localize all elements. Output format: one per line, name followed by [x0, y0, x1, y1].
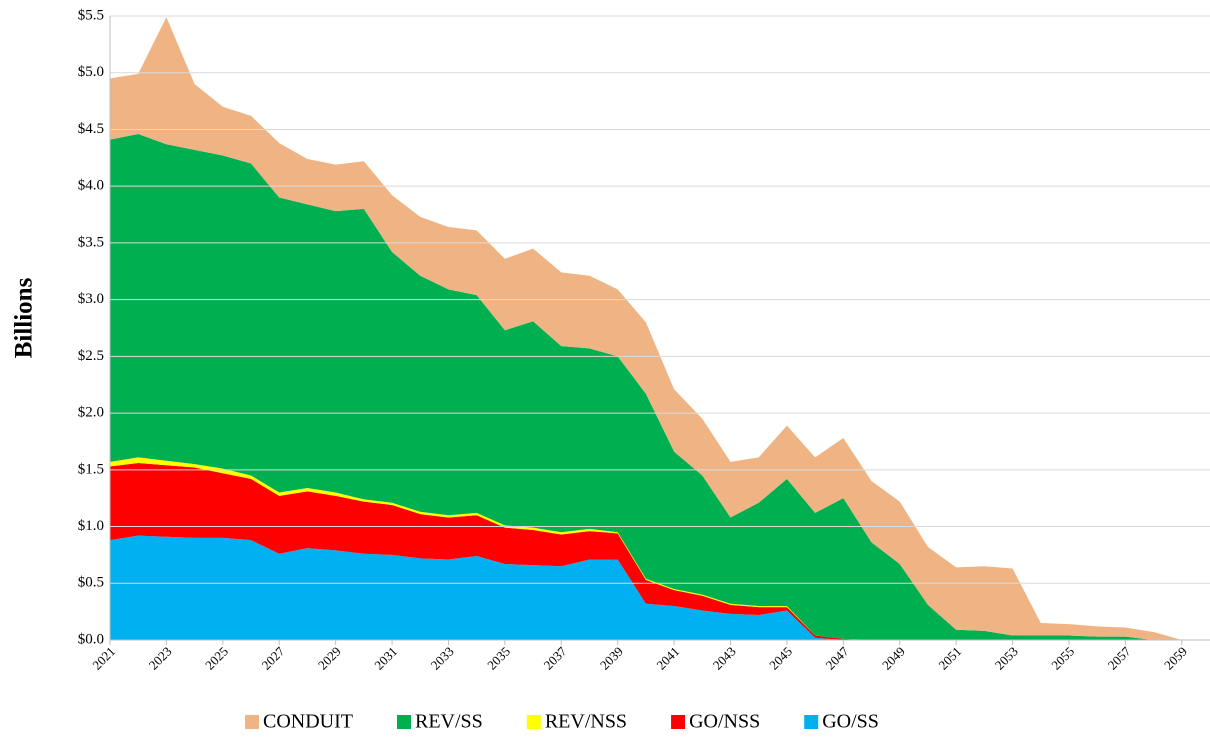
area: [110, 17, 1182, 641]
legend-label: REV/SS: [415, 711, 483, 733]
y-tick-label: $3.5: [78, 234, 104, 250]
y-tick-label: $0.5: [78, 575, 104, 591]
x-tick-label: 2057: [1105, 643, 1134, 672]
x-tick-label: 2021: [89, 644, 118, 673]
legend-label: CONDUIT: [263, 711, 353, 733]
areas: [110, 17, 1182, 641]
y-axis-label: Billions: [11, 277, 38, 358]
y-tick-label: $1.0: [78, 518, 104, 534]
x-tick-label: 2053: [992, 644, 1021, 673]
x-tick-label: 2029: [315, 644, 344, 673]
x-tick-label: 2037: [541, 643, 570, 672]
legend-swatch: [804, 715, 819, 729]
y-tick-label: $1.5: [78, 461, 104, 477]
x-tick-label: 2045: [766, 644, 795, 673]
legend-label: GO/NSS: [689, 711, 760, 733]
legend-label: REV/NSS: [545, 711, 627, 733]
y-tick-label: $2.5: [78, 348, 104, 364]
area: [110, 463, 1182, 640]
legend-swatch: [397, 715, 411, 729]
area: [110, 457, 1182, 640]
x-tick-label: 2043: [710, 644, 739, 673]
y-tick-label: $4.0: [78, 178, 104, 194]
x-tick-label: 2031: [371, 644, 400, 673]
y-tick-label: $4.5: [78, 121, 104, 137]
x-tick-label: 2027: [258, 643, 287, 672]
x-tick-label: 2033: [428, 644, 457, 673]
legend-swatch: [671, 715, 686, 729]
legend-swatch: [245, 715, 259, 729]
x-tick-label: 2059: [1161, 644, 1190, 673]
y-tick-label: $5.0: [78, 64, 104, 80]
x-tick-label: 2035: [484, 644, 513, 673]
x-tick-label: 2023: [146, 644, 175, 673]
x-tick-label: 2055: [1048, 644, 1077, 673]
x-tick-label: 2039: [597, 644, 626, 673]
area: [110, 535, 1182, 640]
x-tick-label: 2049: [879, 644, 908, 673]
area: [110, 133, 1182, 640]
y-tick-label: $3.0: [78, 291, 104, 307]
y-tick-label: $0.0: [78, 631, 104, 647]
y-tick-label: $5.5: [78, 7, 104, 23]
x-tick-label: 2051: [935, 644, 964, 673]
x-tick-label: 2047: [823, 643, 852, 672]
x-tick-label: 2025: [202, 644, 231, 673]
legend-label: GO/SS: [822, 711, 879, 733]
x-tick-label: 2041: [653, 644, 682, 673]
legend-swatch: [526, 715, 541, 729]
y-tick-label: $2.0: [78, 405, 104, 421]
